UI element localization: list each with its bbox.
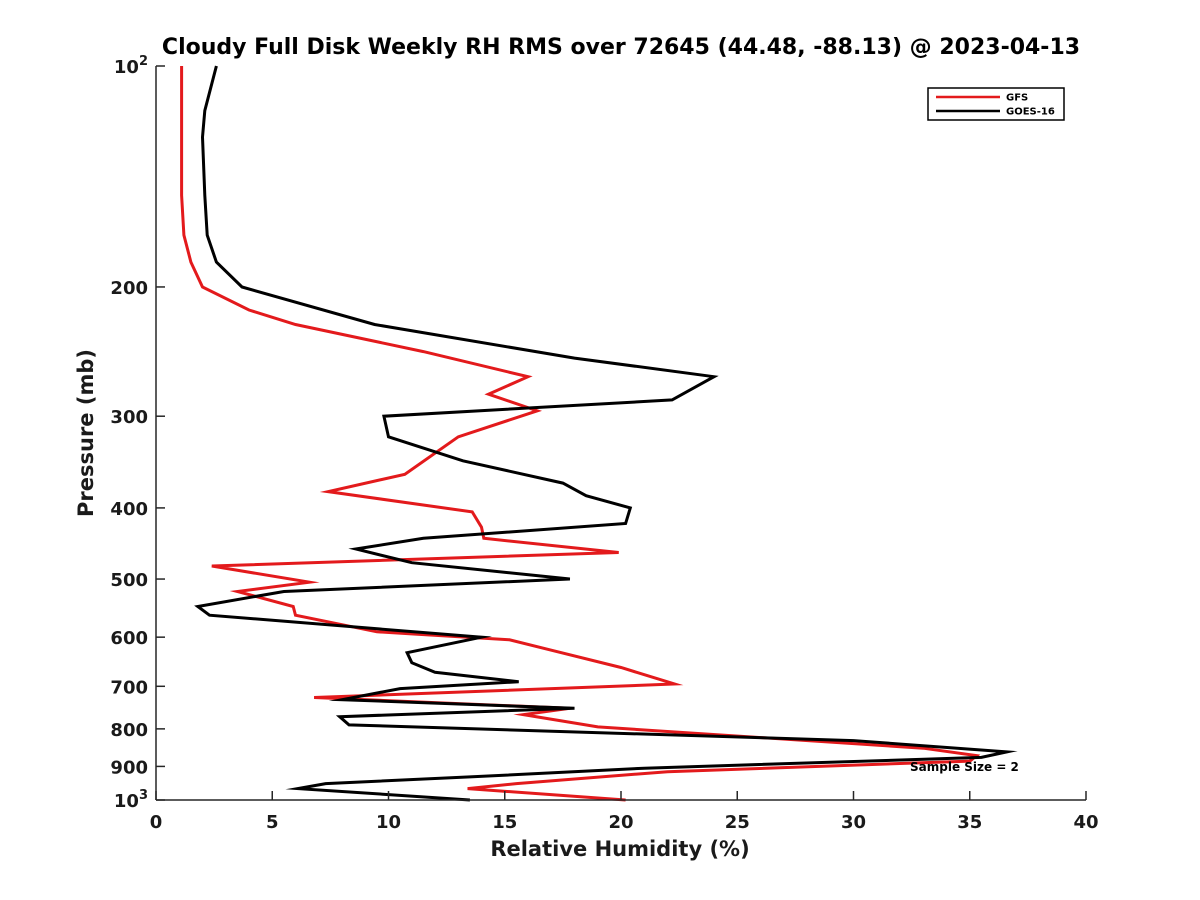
y-axis-label: Pressure (mb) xyxy=(74,349,98,517)
plot-lines xyxy=(180,65,1018,802)
y-tick-label: 103 xyxy=(114,788,148,812)
x-tick-label: 25 xyxy=(725,812,750,833)
chart-title: Cloudy Full Disk Weekly RH RMS over 7264… xyxy=(162,35,1080,60)
y-tick-label: 400 xyxy=(110,499,148,520)
y-tick-label: 900 xyxy=(110,757,148,778)
x-tick-label: 20 xyxy=(608,812,633,833)
y-tick-label: 600 xyxy=(110,628,148,649)
y-tick-label: 700 xyxy=(110,677,148,698)
x-axis-label: Relative Humidity (%) xyxy=(490,837,749,861)
y-tick-label: 102 xyxy=(114,54,148,78)
y-tick-label: 200 xyxy=(110,278,148,299)
legend-label: GOES-16 xyxy=(1006,107,1055,118)
legend: GFS GOES-16 xyxy=(927,87,1065,121)
legend-label: GFS xyxy=(1006,93,1028,104)
legend-box xyxy=(927,87,1065,121)
y-tick-label: 500 xyxy=(110,570,148,591)
series-line-goes-16 xyxy=(194,65,1018,802)
axes: 0 5 10 15 20 25 30 35 40 102 200 300 400 500 600 700 800… xyxy=(110,54,1098,833)
x-tick-label: 40 xyxy=(1073,812,1098,833)
x-tick-label: 30 xyxy=(841,812,866,833)
y-tick-label: 800 xyxy=(110,720,148,741)
x-tick-label: 15 xyxy=(492,812,517,833)
y-tick-label: 300 xyxy=(110,407,148,428)
x-tick-label: 5 xyxy=(266,812,279,833)
x-tick-label: 35 xyxy=(957,812,982,833)
sample-size-annotation: Sample Size = 2 xyxy=(910,760,1019,774)
x-tick-label: 0 xyxy=(150,812,163,833)
x-tick-label: 10 xyxy=(376,812,401,833)
